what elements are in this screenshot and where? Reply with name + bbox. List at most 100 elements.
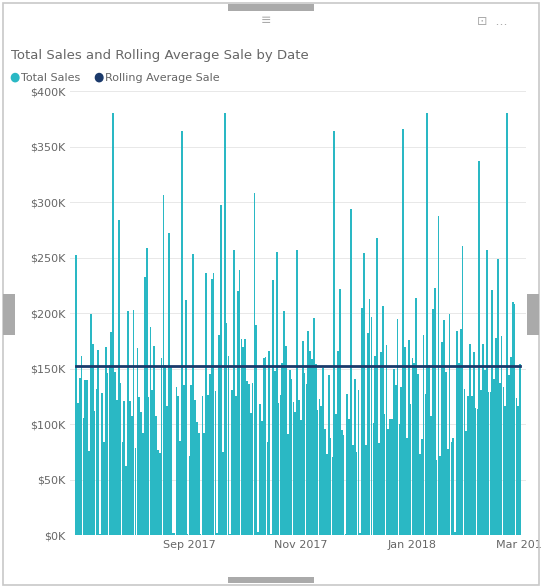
Bar <box>229 534 231 535</box>
Bar <box>88 451 90 535</box>
Bar <box>159 453 160 535</box>
Bar <box>173 533 176 535</box>
Bar <box>489 392 491 535</box>
Bar <box>335 415 337 535</box>
Text: ≡: ≡ <box>260 14 271 27</box>
Bar <box>101 393 103 535</box>
Bar <box>486 250 488 535</box>
Bar <box>263 359 264 535</box>
Bar <box>369 299 371 535</box>
Bar <box>482 345 484 535</box>
Bar <box>332 457 333 535</box>
Bar <box>375 356 376 535</box>
Bar <box>445 372 447 535</box>
Bar <box>458 363 460 535</box>
Bar <box>421 439 423 535</box>
Bar <box>376 238 378 535</box>
Bar <box>95 389 98 535</box>
Bar <box>86 380 88 535</box>
Bar <box>177 396 179 535</box>
Bar <box>449 314 450 535</box>
Bar <box>388 429 389 535</box>
Bar <box>164 365 166 535</box>
Bar <box>372 423 374 535</box>
Bar <box>506 113 508 535</box>
Bar <box>471 396 473 535</box>
Bar <box>261 420 263 535</box>
Bar <box>501 336 502 535</box>
Bar <box>181 131 183 535</box>
Bar <box>480 390 482 535</box>
Bar <box>311 359 313 535</box>
Bar <box>198 433 199 535</box>
Bar <box>391 419 393 535</box>
Bar <box>309 351 311 535</box>
Bar <box>447 449 449 535</box>
Bar <box>108 365 111 535</box>
Bar <box>90 314 92 535</box>
Bar <box>212 273 215 535</box>
Bar <box>127 312 129 535</box>
Bar <box>79 379 81 535</box>
Bar <box>274 372 276 535</box>
Bar <box>144 277 146 535</box>
Bar <box>168 233 170 535</box>
Bar <box>176 387 177 535</box>
Bar <box>267 442 268 535</box>
Bar <box>519 364 521 535</box>
Bar <box>296 249 298 535</box>
Bar <box>484 370 486 535</box>
Bar <box>121 442 124 535</box>
Bar <box>138 397 140 535</box>
Bar <box>82 417 85 535</box>
Bar <box>166 406 168 535</box>
Bar <box>428 365 430 535</box>
Bar <box>250 413 251 535</box>
Bar <box>499 383 501 535</box>
Bar <box>330 438 332 535</box>
Bar <box>276 252 278 535</box>
Bar <box>514 304 515 535</box>
Bar <box>510 357 512 535</box>
Bar <box>94 410 95 535</box>
Bar <box>218 335 220 535</box>
Bar <box>488 392 489 535</box>
Bar <box>194 400 196 535</box>
Bar <box>502 387 504 535</box>
Bar <box>473 352 475 535</box>
Bar <box>466 431 467 535</box>
Bar <box>244 339 246 535</box>
Bar <box>328 375 330 535</box>
Bar <box>365 445 367 535</box>
Bar <box>287 435 289 535</box>
Bar <box>150 327 151 535</box>
Text: Rolling Average Sale: Rolling Average Sale <box>105 72 219 83</box>
Bar <box>231 390 233 535</box>
Bar <box>367 333 369 535</box>
Bar <box>300 420 302 535</box>
Bar <box>205 273 207 535</box>
Bar <box>307 332 309 535</box>
Bar <box>293 402 294 535</box>
Bar <box>294 412 296 535</box>
Bar <box>99 534 101 535</box>
Bar <box>467 396 469 535</box>
Bar <box>493 379 495 535</box>
Bar <box>268 352 270 535</box>
Bar <box>306 384 307 535</box>
Bar <box>389 419 391 535</box>
Bar <box>430 416 432 535</box>
Bar <box>505 406 506 535</box>
Bar <box>317 410 319 535</box>
Bar <box>248 384 250 535</box>
Bar <box>111 332 112 535</box>
Bar <box>324 429 326 535</box>
Bar <box>183 385 185 535</box>
Bar <box>410 404 411 535</box>
Bar <box>362 308 363 535</box>
Bar <box>427 113 428 535</box>
Bar <box>315 364 317 535</box>
Bar <box>220 205 222 535</box>
Bar <box>404 346 406 535</box>
Bar <box>515 398 517 535</box>
